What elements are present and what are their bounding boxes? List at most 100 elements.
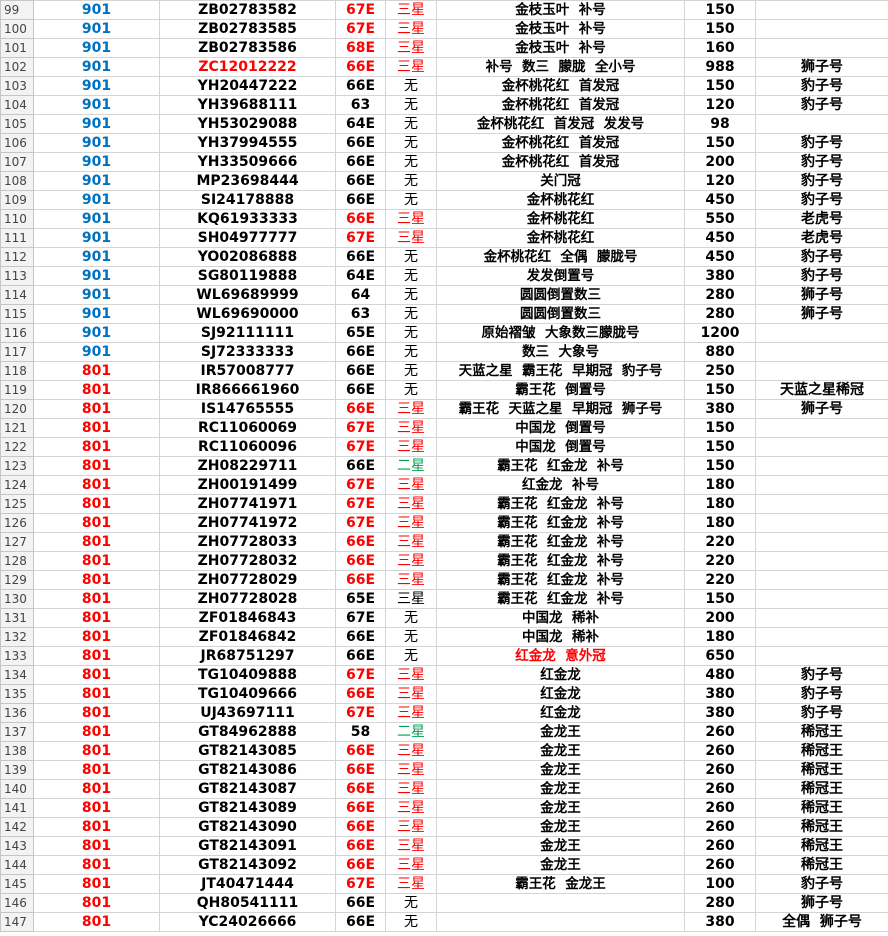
description[interactable]: 金龙王 [436, 855, 685, 875]
serial-number[interactable]: ZB02783585 [159, 19, 336, 39]
grade[interactable]: 66E [335, 456, 386, 476]
note[interactable]: 豹子号 [755, 152, 888, 172]
serial-number[interactable]: SG80119888 [159, 266, 336, 286]
description[interactable]: 天蓝之星 霸王花 早期冠 豹子号 [436, 361, 685, 381]
row-number[interactable]: 133 [0, 646, 34, 666]
group-code[interactable]: 901 [33, 38, 160, 58]
description[interactable]: 霸王花 红金龙 补号 [436, 494, 685, 514]
star-rating[interactable]: 无 [385, 646, 437, 666]
star-rating[interactable]: 三星 [385, 437, 437, 457]
price[interactable]: 880 [684, 342, 756, 362]
note[interactable] [755, 0, 888, 20]
note[interactable]: 稀冠王 [755, 817, 888, 837]
star-rating[interactable]: 三星 [385, 0, 437, 20]
note[interactable] [755, 361, 888, 381]
note[interactable]: 稀冠王 [755, 760, 888, 780]
note[interactable] [755, 475, 888, 495]
row-number[interactable]: 146 [0, 893, 34, 913]
star-rating[interactable]: 三星 [385, 570, 437, 590]
grade[interactable]: 64 [335, 285, 386, 305]
star-rating[interactable]: 无 [385, 76, 437, 96]
note[interactable] [755, 418, 888, 438]
group-code[interactable]: 801 [33, 760, 160, 780]
note[interactable] [755, 38, 888, 58]
price[interactable]: 150 [684, 589, 756, 609]
description[interactable]: 红金龙 [436, 665, 685, 685]
star-rating[interactable]: 三星 [385, 513, 437, 533]
grade[interactable]: 67E [335, 437, 386, 457]
note[interactable]: 豹子号 [755, 171, 888, 191]
description[interactable]: 中国龙 倒置号 [436, 418, 685, 438]
note[interactable] [755, 494, 888, 514]
price[interactable]: 988 [684, 57, 756, 77]
group-code[interactable]: 801 [33, 494, 160, 514]
star-rating[interactable]: 无 [385, 380, 437, 400]
serial-number[interactable]: ZF01846843 [159, 608, 336, 628]
serial-number[interactable]: ZH07728032 [159, 551, 336, 571]
note[interactable]: 稀冠王 [755, 836, 888, 856]
star-rating[interactable]: 三星 [385, 779, 437, 799]
note[interactable]: 老虎号 [755, 209, 888, 229]
price[interactable]: 120 [684, 171, 756, 191]
serial-number[interactable]: WL69690000 [159, 304, 336, 324]
note[interactable]: 豹子号 [755, 133, 888, 153]
description[interactable]: 金杯桃花红 [436, 190, 685, 210]
grade[interactable]: 67E [335, 475, 386, 495]
serial-number[interactable]: ZH07728029 [159, 570, 336, 590]
row-number[interactable]: 114 [0, 285, 34, 305]
group-code[interactable]: 801 [33, 570, 160, 590]
grade[interactable]: 66E [335, 798, 386, 818]
description[interactable]: 红金龙 [436, 703, 685, 723]
star-rating[interactable]: 三星 [385, 38, 437, 58]
note[interactable]: 稀冠王 [755, 855, 888, 875]
price[interactable]: 200 [684, 608, 756, 628]
description[interactable]: 中国龙 倒置号 [436, 437, 685, 457]
row-number[interactable]: 135 [0, 684, 34, 704]
star-rating[interactable]: 三星 [385, 589, 437, 609]
row-number[interactable]: 123 [0, 456, 34, 476]
serial-number[interactable]: JT40471444 [159, 874, 336, 894]
note[interactable]: 豹子号 [755, 703, 888, 723]
description[interactable]: 金杯桃花红 首发冠 [436, 76, 685, 96]
note[interactable]: 豹子号 [755, 76, 888, 96]
serial-number[interactable]: YH53029088 [159, 114, 336, 134]
row-number[interactable]: 140 [0, 779, 34, 799]
star-rating[interactable]: 三星 [385, 532, 437, 552]
price[interactable]: 550 [684, 209, 756, 229]
group-code[interactable]: 801 [33, 817, 160, 837]
grade[interactable]: 66E [335, 133, 386, 153]
grade[interactable]: 66E [335, 817, 386, 837]
star-rating[interactable]: 无 [385, 114, 437, 134]
group-code[interactable]: 901 [33, 19, 160, 39]
serial-number[interactable]: GT82143087 [159, 779, 336, 799]
star-rating[interactable]: 无 [385, 95, 437, 115]
group-code[interactable]: 901 [33, 95, 160, 115]
row-number[interactable]: 99 [0, 0, 34, 20]
star-rating[interactable]: 无 [385, 912, 437, 932]
group-code[interactable]: 801 [33, 437, 160, 457]
description[interactable]: 霸王花 红金龙 补号 [436, 456, 685, 476]
group-code[interactable]: 801 [33, 513, 160, 533]
serial-number[interactable]: GT82143089 [159, 798, 336, 818]
note[interactable]: 豹子号 [755, 684, 888, 704]
serial-number[interactable]: WL69689999 [159, 285, 336, 305]
group-code[interactable]: 901 [33, 57, 160, 77]
note[interactable]: 稀冠王 [755, 779, 888, 799]
price[interactable]: 260 [684, 817, 756, 837]
group-code[interactable]: 901 [33, 304, 160, 324]
description[interactable]: 原始褶皱 大象数三朦胧号 [436, 323, 685, 343]
note[interactable]: 狮子号 [755, 304, 888, 324]
row-number[interactable]: 142 [0, 817, 34, 837]
price[interactable]: 220 [684, 532, 756, 552]
description[interactable]: 霸王花 红金龙 补号 [436, 551, 685, 571]
note[interactable]: 稀冠王 [755, 798, 888, 818]
group-code[interactable]: 801 [33, 912, 160, 932]
star-rating[interactable]: 无 [385, 266, 437, 286]
row-number[interactable]: 129 [0, 570, 34, 590]
grade[interactable]: 66E [335, 399, 386, 419]
serial-number[interactable]: RC11060096 [159, 437, 336, 457]
grade[interactable]: 66E [335, 912, 386, 932]
star-rating[interactable]: 三星 [385, 798, 437, 818]
price[interactable]: 200 [684, 152, 756, 172]
group-code[interactable]: 901 [33, 76, 160, 96]
